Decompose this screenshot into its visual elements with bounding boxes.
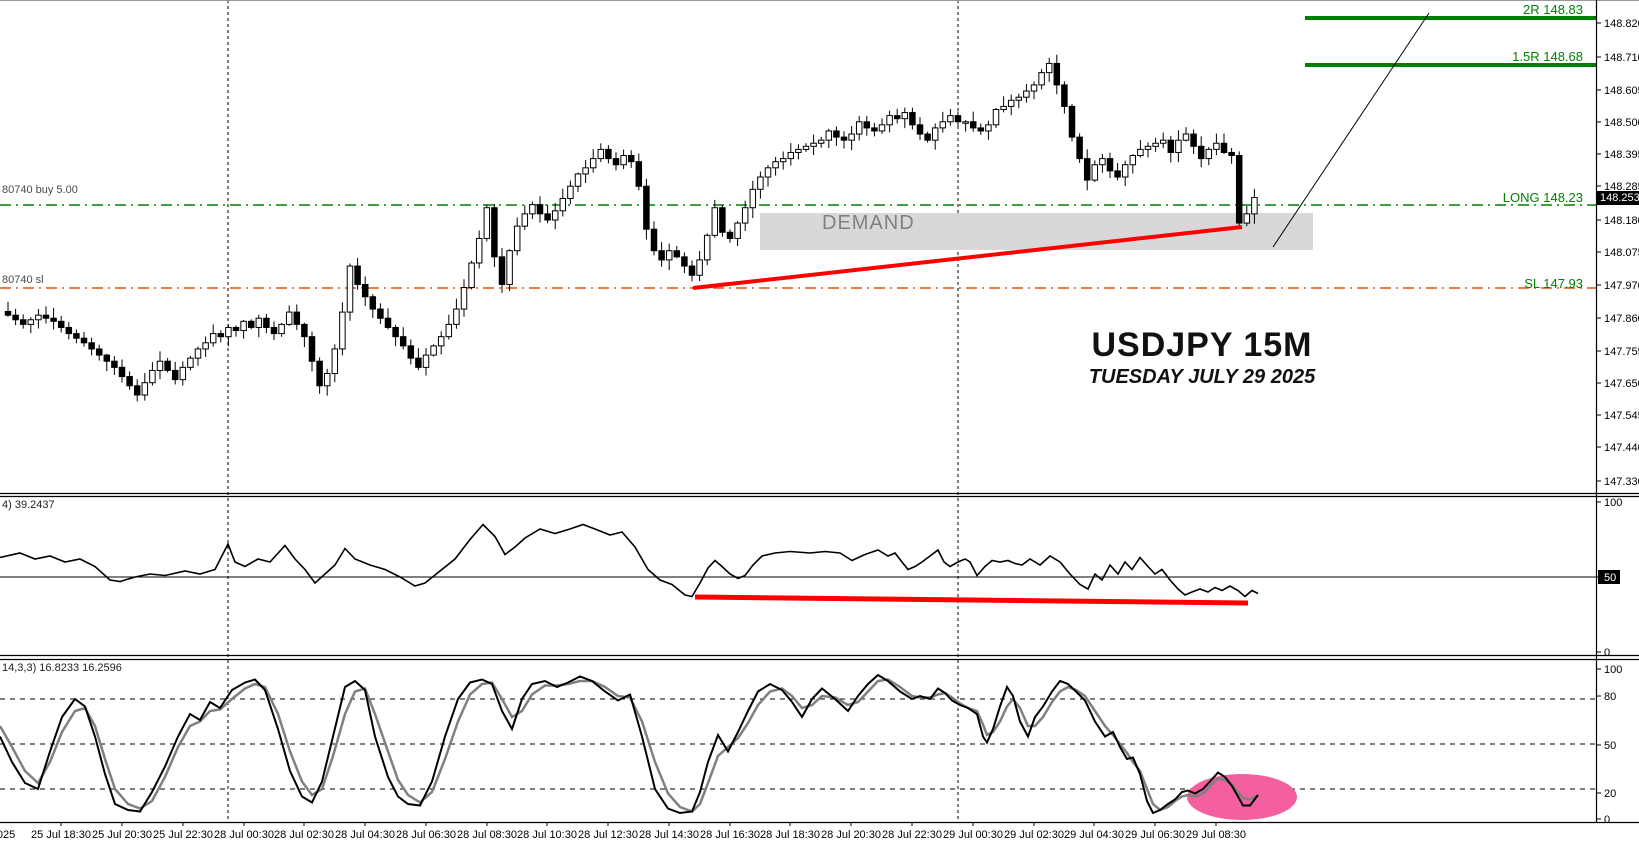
- svg-text:28 Jul 18:30: 28 Jul 18:30: [760, 829, 820, 841]
- svg-text:0: 0: [1604, 647, 1610, 659]
- svg-text:25 Jul 22:30: 25 Jul 22:30: [153, 829, 213, 841]
- svg-text:28 Jul 14:30: 28 Jul 14:30: [639, 829, 699, 841]
- svg-text:28 Jul 08:30: 28 Jul 08:30: [457, 829, 517, 841]
- svg-text:28 Jul 00:30: 28 Jul 00:30: [214, 829, 274, 841]
- svg-text:148.075: 148.075: [1604, 247, 1639, 259]
- svg-text:28 Jul 22:30: 28 Jul 22:30: [882, 829, 942, 841]
- rsi-indicator-label: 4) 39.2437: [2, 499, 55, 511]
- svg-text:148.395: 148.395: [1604, 149, 1639, 161]
- panel-frames: [0, 0, 1639, 824]
- svg-text:29 Jul 06:30: 29 Jul 06:30: [1125, 829, 1185, 841]
- svg-text:28 Jul 10:30: 28 Jul 10:30: [517, 829, 577, 841]
- projection-trendline[interactable]: [1272, 12, 1430, 248]
- svg-text:28 Jul 12:30: 28 Jul 12:30: [578, 829, 638, 841]
- svg-text:148.180: 148.180: [1604, 215, 1639, 227]
- svg-text:29 Jul 08:30: 29 Jul 08:30: [1186, 829, 1246, 841]
- svg-text:100: 100: [1604, 497, 1622, 509]
- stochastic-indicator-label: 14,3,3) 16.8233 16.2596: [2, 662, 122, 674]
- current-price-tag: 148.253: [1597, 191, 1639, 205]
- rsi-red-trendline[interactable]: [694, 594, 1249, 606]
- svg-text:28 Jul 04:30: 28 Jul 04:30: [335, 829, 395, 841]
- svg-text:50: 50: [1604, 740, 1616, 752]
- svg-text:147.440: 147.440: [1604, 442, 1639, 454]
- stop-loss-label: SL 147.93: [1524, 276, 1583, 291]
- rsi-line: [0, 523, 1259, 598]
- svg-text:29 Jul 00:30: 29 Jul 00:30: [943, 829, 1003, 841]
- target-1-5r-label: 1.5R 148.68: [1512, 49, 1583, 64]
- svg-text:147.860: 147.860: [1604, 313, 1639, 325]
- svg-text:0: 0: [1604, 814, 1610, 826]
- long-entry-label: LONG 148.23: [1502, 190, 1583, 205]
- svg-text:80: 80: [1604, 691, 1616, 703]
- svg-text:025: 025: [0, 829, 15, 841]
- svg-text:25 Jul 20:30: 25 Jul 20:30: [92, 829, 152, 841]
- stochastic-panel: [0, 673, 1596, 820]
- svg-text:147.755: 147.755: [1604, 346, 1639, 358]
- svg-text:28 Jul 16:30: 28 Jul 16:30: [700, 829, 760, 841]
- svg-text:28 Jul 06:30: 28 Jul 06:30: [396, 829, 456, 841]
- svg-text:147.650: 147.650: [1604, 378, 1639, 390]
- svg-text:28 Jul 20:30: 28 Jul 20:30: [821, 829, 881, 841]
- svg-text:148.605: 148.605: [1604, 85, 1639, 97]
- svg-text:147.545: 147.545: [1604, 410, 1639, 422]
- candlestick-series: [4, 54, 1258, 402]
- chart-title: USDJPY 15M: [1091, 326, 1313, 364]
- svg-text:100: 100: [1604, 664, 1622, 676]
- svg-text:148.710: 148.710: [1604, 52, 1639, 64]
- chart-subtitle: TUESDAY JULY 29 2025: [1088, 366, 1316, 388]
- buy-order-label: 80740 buy 5.00: [2, 184, 78, 196]
- day-separator-lines: [227, 0, 959, 822]
- price-axis: 148.820 148.710 148.605 148.500 148.395 148.2…: [1596, 18, 1639, 488]
- demand-zone-label: DEMAND: [822, 212, 915, 234]
- svg-text:148.500: 148.500: [1604, 117, 1639, 129]
- demand-zone-rect[interactable]: [760, 213, 1313, 250]
- svg-text:28 Jul 02:30: 28 Jul 02:30: [274, 829, 334, 841]
- svg-text:50: 50: [1604, 572, 1616, 584]
- svg-text:29 Jul 04:30: 29 Jul 04:30: [1064, 829, 1124, 841]
- stochastic-k-line: [0, 673, 1259, 815]
- svg-text:29 Jul 02:30: 29 Jul 02:30: [1004, 829, 1064, 841]
- svg-text:25 Jul 18:30: 25 Jul 18:30: [31, 829, 91, 841]
- svg-text:148.285: 148.285: [1604, 181, 1639, 193]
- svg-text:147.330: 147.330: [1604, 476, 1639, 488]
- indicator-axis: 100 50 0 100 80 50 20 0: [1596, 497, 1622, 826]
- svg-text:147.970: 147.970: [1604, 280, 1639, 292]
- stochastic-d-line: [0, 678, 1259, 813]
- main-red-trendline[interactable]: [692, 225, 1243, 290]
- sl-order-label: 80740 sl: [2, 274, 44, 286]
- svg-text:148.820: 148.820: [1604, 18, 1639, 30]
- svg-text:20: 20: [1604, 788, 1616, 800]
- r-target-lines: [1305, 16, 1596, 67]
- target-2r-label: 2R 148.83: [1523, 2, 1583, 17]
